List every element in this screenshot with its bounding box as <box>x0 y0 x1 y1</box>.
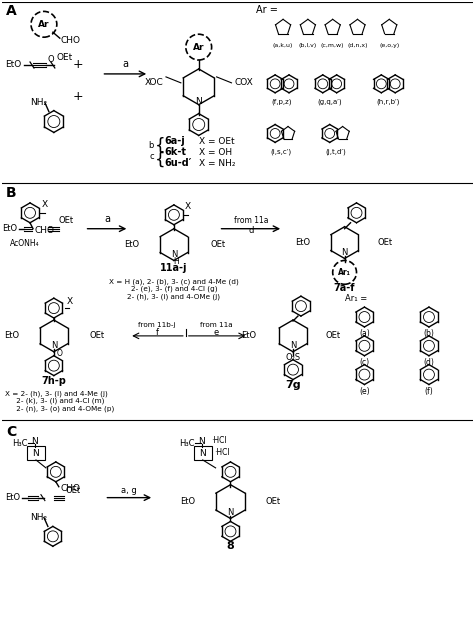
Text: EtO: EtO <box>5 60 21 69</box>
Text: f: f <box>155 329 158 338</box>
Text: (a): (a) <box>359 329 370 338</box>
Text: 7h-p: 7h-p <box>41 376 66 386</box>
Text: Ar₁ =: Ar₁ = <box>345 294 367 303</box>
Text: X = NH₂: X = NH₂ <box>199 159 235 168</box>
Text: N: N <box>228 508 234 517</box>
Text: b: b <box>149 141 154 150</box>
Text: (d): (d) <box>423 358 434 367</box>
Text: e: e <box>214 329 219 338</box>
Text: ·HCl: ·HCl <box>215 448 230 457</box>
Text: X: X <box>185 203 191 212</box>
Text: A: A <box>6 5 17 19</box>
Text: c: c <box>149 152 154 161</box>
Text: X = OH: X = OH <box>199 148 232 157</box>
Text: EtO: EtO <box>241 331 256 340</box>
Text: ·HCl: ·HCl <box>211 435 227 444</box>
Text: from 11a: from 11a <box>234 216 269 225</box>
Text: O₂S: O₂S <box>285 353 301 362</box>
Text: EtO: EtO <box>5 493 20 502</box>
Text: X = OEt: X = OEt <box>199 137 234 146</box>
Text: (b,l,v): (b,l,v) <box>299 42 317 48</box>
Text: a, g: a, g <box>121 486 137 495</box>
Text: OEt: OEt <box>210 240 226 249</box>
Text: {: { <box>155 150 166 168</box>
Text: Ar =: Ar = <box>256 5 278 15</box>
Text: EtO: EtO <box>181 497 196 506</box>
Text: (b): (b) <box>423 329 434 338</box>
Text: (c,m,w): (c,m,w) <box>321 42 345 48</box>
Text: (d,n,x): (d,n,x) <box>347 42 368 48</box>
Text: COX: COX <box>235 78 253 87</box>
Text: X = H (a), 2- (b), 3- (c) and 4-Me (d)
2- (e), 3- (f) and 4-Cl (g)
2- (h), 3- (i: X = H (a), 2- (b), 3- (c) and 4-Me (d) 2… <box>109 278 239 300</box>
Text: N: N <box>198 437 205 446</box>
Text: CHO: CHO <box>61 35 81 44</box>
Text: H: H <box>173 257 179 266</box>
Text: N: N <box>51 341 57 350</box>
Text: 6k-t: 6k-t <box>164 147 186 158</box>
Text: N: N <box>290 341 296 350</box>
Text: B: B <box>6 186 17 200</box>
Text: CHO: CHO <box>35 226 55 235</box>
Text: (g,q,a′): (g,q,a′) <box>318 98 342 105</box>
Text: CHO: CHO <box>61 484 81 493</box>
Text: X = 2- (h), 3- (l) and 4-Me (j)
     2- (k), 3- (l) and 4-Cl (m)
     2- (n), 3-: X = 2- (h), 3- (l) and 4-Me (j) 2- (k), … <box>5 390 114 412</box>
Text: EtO: EtO <box>4 331 19 340</box>
Text: H₃C: H₃C <box>12 439 27 448</box>
Text: EtO: EtO <box>2 224 18 233</box>
Text: AcONH₄: AcONH₄ <box>10 239 40 248</box>
Text: 7g: 7g <box>285 379 301 390</box>
Text: 6a-j: 6a-j <box>164 136 185 147</box>
Text: (e): (e) <box>359 387 370 396</box>
Text: X: X <box>42 201 48 210</box>
Text: H₃C: H₃C <box>179 439 194 448</box>
Text: Ar₁: Ar₁ <box>338 268 351 277</box>
Text: +: + <box>73 90 83 104</box>
Text: a: a <box>122 59 128 69</box>
Text: XOC: XOC <box>144 78 163 87</box>
Text: Ar: Ar <box>193 42 204 51</box>
Text: 6u-d′: 6u-d′ <box>164 158 191 168</box>
Text: (j,t,d′): (j,t,d′) <box>325 148 346 154</box>
Text: OEt: OEt <box>265 497 280 506</box>
Text: N: N <box>341 248 348 257</box>
Text: OEt: OEt <box>57 53 73 62</box>
Text: from 11a: from 11a <box>201 322 233 328</box>
Text: OEt: OEt <box>377 238 392 247</box>
Text: 11a-j: 11a-j <box>160 264 188 273</box>
Text: OEt: OEt <box>59 216 74 225</box>
Text: N: N <box>200 449 206 458</box>
Text: N: N <box>33 449 39 458</box>
Text: X: X <box>67 296 73 305</box>
Text: (c): (c) <box>359 358 370 367</box>
Text: (i,s,c′): (i,s,c′) <box>271 148 292 154</box>
Text: d: d <box>249 226 254 235</box>
Text: +: + <box>73 59 83 71</box>
Text: Ar: Ar <box>38 20 50 29</box>
Text: (h,r,b′): (h,r,b′) <box>376 98 400 105</box>
Text: {: { <box>155 136 166 154</box>
Text: OEt: OEt <box>90 331 105 340</box>
Text: NH₂: NH₂ <box>30 98 47 107</box>
Text: N: N <box>195 97 202 106</box>
Text: O: O <box>48 55 55 64</box>
Text: NH₂: NH₂ <box>30 513 47 522</box>
Text: OEt: OEt <box>66 486 81 495</box>
Text: O: O <box>57 349 63 358</box>
Text: (e,o,y): (e,o,y) <box>379 42 400 48</box>
Text: EtO: EtO <box>124 240 139 249</box>
Text: N: N <box>171 250 177 259</box>
Text: (f): (f) <box>425 387 433 396</box>
Text: from 11b-j: from 11b-j <box>138 322 176 328</box>
Text: (f,p,z): (f,p,z) <box>272 98 292 105</box>
Text: 8: 8 <box>227 541 234 551</box>
Text: (a,k,u): (a,k,u) <box>273 42 293 48</box>
Text: 7a-f: 7a-f <box>334 284 356 293</box>
Text: OEt: OEt <box>326 331 341 340</box>
Text: EtO: EtO <box>295 238 310 247</box>
Text: C: C <box>6 425 17 439</box>
Text: a: a <box>104 213 110 224</box>
Text: N: N <box>32 437 38 446</box>
